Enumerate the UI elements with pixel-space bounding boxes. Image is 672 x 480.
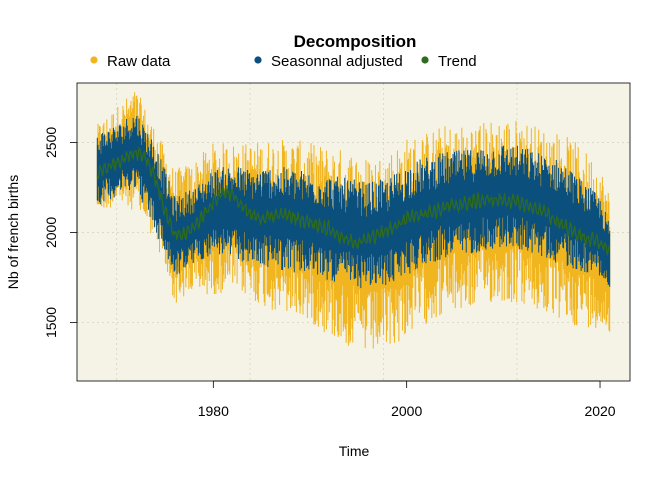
y-axis-label: Nb of french births <box>5 175 21 289</box>
x-tick-label-2: 2020 <box>584 403 615 419</box>
legend-marker-0 <box>90 56 98 64</box>
x-axis: 1980 2000 2020 <box>198 380 616 419</box>
legend-label-1: Seasonnal adjusted <box>271 53 403 70</box>
y-tick-label-1: 2000 <box>43 217 59 248</box>
y-axis: 1500 2000 2500 <box>43 127 78 338</box>
legend-item-seasonnal-adjusted: Seasonnal adjusted <box>254 53 403 70</box>
y-tick-label-0: 1500 <box>43 307 59 338</box>
series-trend <box>96 146 611 257</box>
legend: Raw data Seasonnal adjusted Trend <box>90 53 477 70</box>
legend-item-raw-data: Raw data <box>90 53 171 70</box>
x-tick-label-0: 1980 <box>198 403 229 419</box>
legend-marker-2 <box>421 56 429 64</box>
legend-marker-1 <box>254 56 262 64</box>
x-axis-label: Time <box>339 443 370 459</box>
series-line-2 <box>96 146 611 257</box>
legend-item-trend: Trend <box>421 53 477 70</box>
legend-label-2: Trend <box>438 53 477 70</box>
y-tick-label-2: 2500 <box>43 127 59 158</box>
x-tick-label-1: 2000 <box>391 403 422 419</box>
legend-label-0: Raw data <box>107 53 171 70</box>
chart-title: Decomposition <box>294 32 417 51</box>
series-layer <box>96 92 611 349</box>
